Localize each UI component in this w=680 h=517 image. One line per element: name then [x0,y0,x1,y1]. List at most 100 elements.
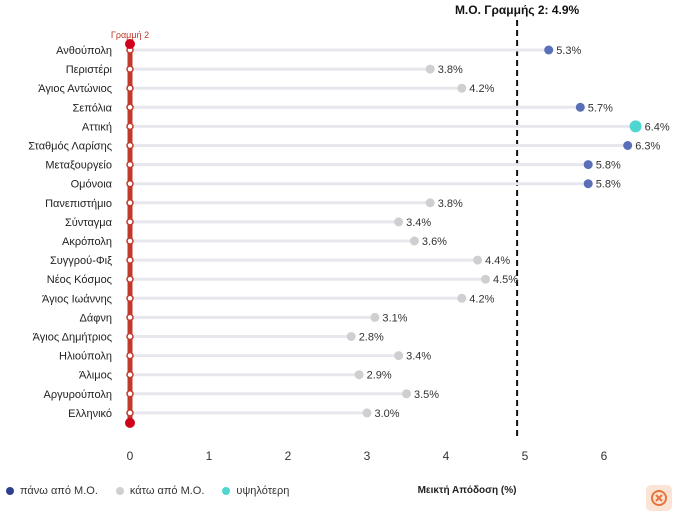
station-marker-20 [126,409,134,417]
reference-line-bar [127,44,133,423]
legend-dot-above [6,487,14,495]
station-marker-19 [126,390,134,398]
category-label-19: Αργυρούπολη [44,389,112,401]
value-label-4: 5.7% [588,102,613,114]
value-label-3: 4.2% [469,83,494,95]
station-marker-18 [126,370,134,379]
value-label-11: 3.6% [422,236,447,248]
value-label-12: 4.4% [485,255,510,267]
category-label-7: Μεταξουργείο [45,160,112,172]
category-label-1: Ανθούπολη [56,45,112,57]
station-marker-4 [126,103,134,112]
station-marker-6 [126,141,134,150]
category-label-6: Σταθμός Λαρίσης [28,141,112,153]
category-label-8: Ομόνοια [71,179,113,191]
station-marker-7 [126,160,134,169]
station-marker-10 [126,218,134,226]
data-point-13 [481,274,490,284]
x-tick-5: 5 [522,449,529,463]
data-point-9 [425,198,435,208]
x-axis-label: Μεικτή Απόδοση (%) [418,485,517,496]
value-label-17: 3.4% [406,351,431,363]
station-marker-11 [126,237,134,245]
station-marker-8 [126,179,134,188]
value-label-10: 3.4% [406,217,431,229]
legend-label-below: κάτω από Μ.Ο. [129,485,205,497]
legend-dot-highest [222,487,231,495]
legend-item-below: κάτω από Μ.Ο. [115,485,205,497]
data-point-1 [544,45,554,55]
legend-dot-below [115,487,124,495]
value-label-1: 5.3% [556,45,581,57]
category-label-3: Άγιος Αντώνιος [38,83,112,95]
data-point-7 [583,160,593,170]
value-label-16: 2.8% [359,332,384,344]
reference-line-label: Γραμμή 2 [111,30,149,40]
category-label-16: Άγιος Δημήτριος [33,332,112,344]
x-tick-3: 3 [364,449,371,463]
value-label-8: 5.8% [596,179,621,191]
data-point-8 [583,179,593,189]
category-label-5: Αττική [82,121,112,133]
station-marker-17 [126,351,134,360]
legend-label-highest: υψηλότερη [236,485,290,497]
data-point-19 [402,389,411,399]
line-end-dot [125,417,135,428]
station-marker-16 [126,332,134,341]
data-point-4 [575,102,585,112]
plus-minus-icon [646,485,672,511]
value-label-20: 3.0% [375,408,400,420]
value-label-15: 3.1% [382,312,407,324]
station-marker-13 [126,275,134,283]
category-label-2: Περιστέρι [66,64,113,76]
value-label-2: 3.8% [438,64,463,76]
data-point-20 [362,408,372,418]
data-point-18 [354,370,364,380]
legend-item-highest: υψηλότερη [222,485,289,497]
category-label-14: Άγιος Ιωάννης [42,293,112,305]
value-label-14: 4.2% [469,293,494,305]
x-tick-4: 4 [443,449,450,463]
data-point-2 [425,64,435,74]
legend-item-above: πάνω από Μ.Ο. [6,485,98,497]
category-label-13: Νέος Κόσμος [47,274,112,286]
station-marker-5 [126,122,134,131]
station-marker-15 [126,313,134,322]
category-label-17: Ηλιούπολη [59,351,112,363]
category-label-4: Σεπόλια [72,102,112,114]
station-marker-2 [126,65,134,73]
category-label-18: Άλιμος [79,370,112,382]
data-point-12 [473,255,483,265]
value-label-13: 4.5% [493,274,518,286]
data-point-17 [394,351,404,361]
category-label-9: Πανεπιστήμιο [45,198,112,210]
data-point-16 [346,332,356,341]
data-point-5 [629,120,642,133]
category-label-12: Συγγρού-Φιξ [50,255,112,267]
station-marker-3 [126,84,134,92]
value-label-19: 3.5% [414,389,439,401]
category-label-20: Ελληνικό [68,408,112,420]
value-label-6: 6.3% [635,141,660,153]
value-label-18: 2.9% [367,370,392,382]
category-label-10: Σύνταγμα [65,217,113,229]
x-tick-0: 0 [127,449,134,463]
x-tick-1: 1 [206,449,213,463]
value-label-9: 3.8% [438,198,463,210]
value-label-7: 5.8% [596,160,621,172]
data-point-3 [457,83,467,93]
category-label-15: Δάφνη [80,312,112,324]
station-marker-12 [126,256,134,264]
data-point-15 [370,312,380,322]
data-point-6 [623,141,633,150]
station-marker-9 [126,199,134,207]
x-tick-6: 6 [601,449,608,463]
line-start-dot [125,39,135,49]
data-point-11 [409,236,419,246]
legend-label-above: πάνω από Μ.Ο. [20,485,98,497]
value-label-5: 6.4% [645,121,670,133]
data-point-14 [457,293,467,303]
x-tick-2: 2 [285,449,292,463]
average-label: Μ.Ο. Γραμμής 2: 4.9% [455,3,580,17]
